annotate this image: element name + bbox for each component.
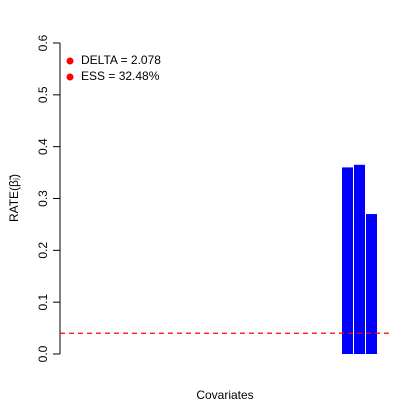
y-tick-label: 0.0 xyxy=(36,345,50,362)
y-tick-label: 0.2 xyxy=(36,242,50,259)
bar xyxy=(342,167,353,354)
y-tick-label: 0.1 xyxy=(36,294,50,311)
x-axis-label: Covariates xyxy=(196,388,253,402)
y-axis-label: RATE(β̃ⱼ) xyxy=(7,174,21,222)
y-tick-label: 0.5 xyxy=(36,86,50,103)
bar xyxy=(366,214,377,354)
y-tick-label: 0.4 xyxy=(36,138,50,155)
bar xyxy=(354,164,365,354)
y-tick-label: 0.6 xyxy=(36,34,50,51)
legend-marker xyxy=(66,73,74,81)
legend-label: DELTA = 2.078 xyxy=(81,53,161,67)
legend-label: ESS = 32.48% xyxy=(81,69,160,83)
y-tick-label: 0.3 xyxy=(36,190,50,207)
legend-marker xyxy=(66,57,74,65)
